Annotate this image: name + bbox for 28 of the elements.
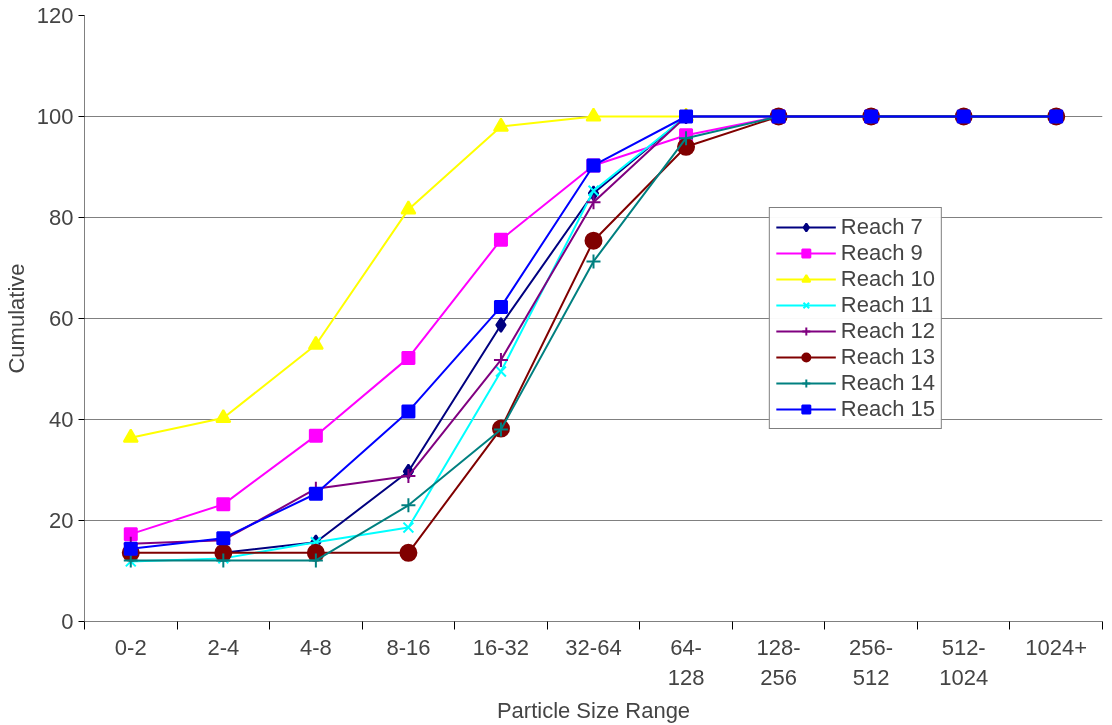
legend-label: Reach 11 <box>840 292 934 318</box>
x-tick-label: 2-4 <box>207 634 240 660</box>
legend-label: Reach 15 <box>840 396 935 422</box>
x-tick-label: 4-8 <box>299 634 332 660</box>
x-tick-label: 1024+ <box>1025 634 1088 660</box>
x-tick-label: 512- 1024 <box>939 634 989 690</box>
legend-label: Reach 9 <box>840 240 923 266</box>
x-tick-label: 8-16 <box>386 634 431 660</box>
x-tick-label: 32-64 <box>565 634 622 660</box>
y-tick-label: 120 <box>36 3 74 28</box>
y-tick-label: 40 <box>49 407 74 432</box>
legend-label: Reach 14 <box>840 370 935 396</box>
x-tick-label: 256- 512 <box>849 634 894 690</box>
y-tick-label: 20 <box>49 508 74 533</box>
legend-label: Reach 7 <box>840 214 923 240</box>
x-tick-label: 128- 256 <box>756 634 801 690</box>
x-tick-label: 16-32 <box>472 634 530 660</box>
y-axis-title: Cumulative <box>3 263 29 374</box>
x-axis-title: Particle Size Range <box>496 697 691 723</box>
y-tick-label: 0 <box>61 609 74 634</box>
x-tick-label: 0-2 <box>114 634 147 660</box>
legend-label: Reach 13 <box>840 344 935 370</box>
legend-label: Reach 12 <box>840 318 935 344</box>
y-tick-label: 100 <box>36 104 74 129</box>
x-tick-label: 64- 128 <box>667 634 705 690</box>
y-tick-label: 60 <box>49 306 74 331</box>
y-tick-label: 80 <box>49 205 74 230</box>
legend-label: Reach 10 <box>840 266 935 292</box>
